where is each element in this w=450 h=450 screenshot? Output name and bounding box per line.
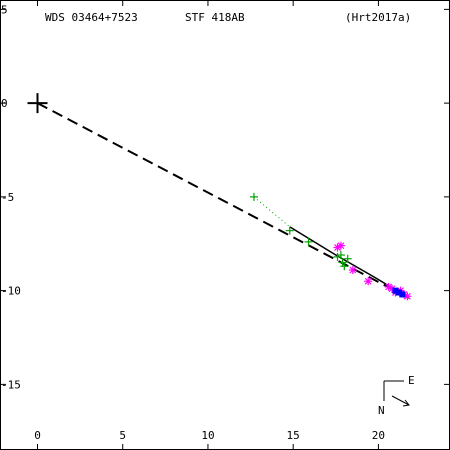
- square-fill: [392, 287, 399, 294]
- x-tick-label: 5: [119, 429, 126, 442]
- square-fill: [395, 289, 402, 296]
- square-mark: [395, 289, 402, 296]
- y-tick-label: 0: [1, 97, 8, 110]
- observation-marks: [249, 192, 412, 301]
- motion-arrow-head: [402, 399, 410, 407]
- plus-mark: [285, 226, 294, 235]
- plus-mark: [333, 252, 342, 261]
- asterisk-mark: [403, 292, 412, 301]
- plus-mark: [338, 258, 347, 267]
- y-tick-labels: 5 0 -5 -10 -15: [1, 3, 21, 391]
- square-mark: [399, 291, 406, 298]
- compass-north-label: N: [378, 404, 385, 417]
- direction-line: [37, 102, 410, 299]
- discoverer-label: STF 418AB: [185, 11, 245, 24]
- primary-star-marker: [27, 93, 48, 114]
- x-tick-label: 15: [287, 429, 300, 442]
- wds-id-label: WDS 03464+7523: [45, 11, 138, 24]
- square-mark: [392, 287, 399, 294]
- compass-east-label: E: [408, 374, 415, 387]
- compass: E N: [378, 374, 415, 417]
- reference-label: (Hrt2017a): [345, 11, 411, 24]
- plus-mark: [336, 251, 345, 259]
- asterisk-mark: [336, 241, 345, 250]
- x-tick-label: 0: [34, 429, 41, 442]
- plus-mark: [340, 262, 349, 271]
- plus-mark: [343, 254, 352, 263]
- motion-arrow-shaft: [391, 395, 410, 406]
- square-fill: [399, 291, 406, 298]
- asterisk-mark: [348, 266, 357, 274]
- y-tick-label: 5: [1, 3, 8, 16]
- y-tick-label: -10: [1, 285, 21, 298]
- y-tick-label: -5: [1, 191, 14, 204]
- asterisk-mark: [364, 277, 373, 286]
- plus-mark: [249, 192, 258, 201]
- x-tick-label: 10: [201, 429, 214, 442]
- direction-dashed-line: [37, 102, 410, 299]
- x-tick-labels: 0 5 10 15 20: [34, 429, 385, 442]
- y-tick-label: -15: [1, 378, 21, 391]
- x-tick-label: 20: [372, 429, 385, 442]
- plus-mark: [304, 237, 313, 246]
